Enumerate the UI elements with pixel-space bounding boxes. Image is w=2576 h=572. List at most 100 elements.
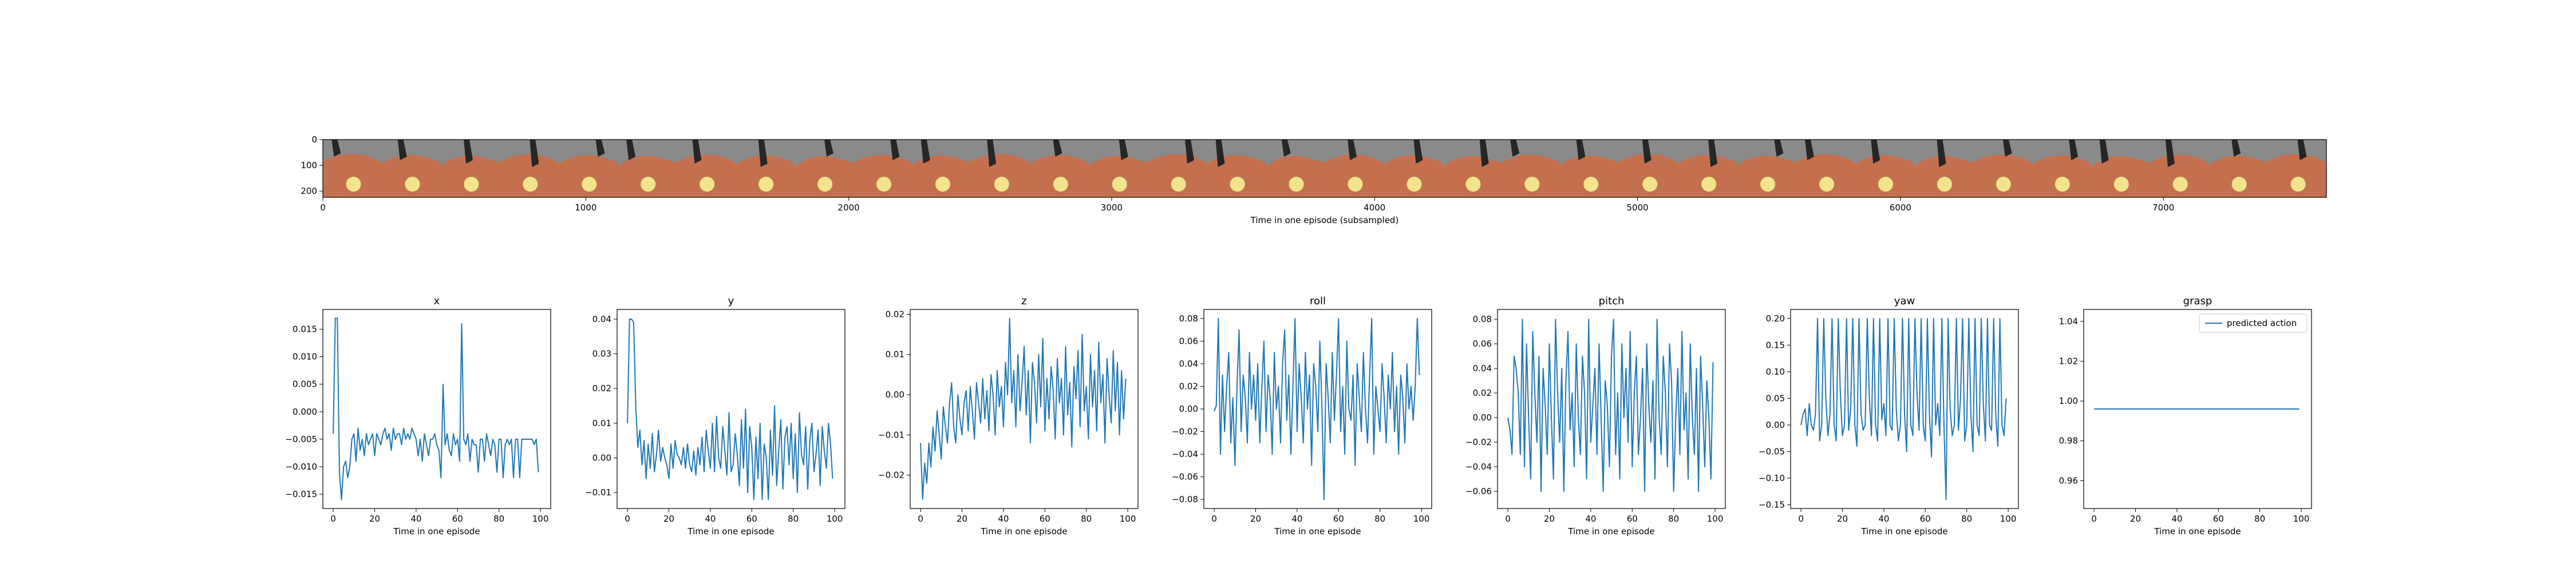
x-tick-label: 0 [2091, 514, 2097, 524]
filmstrip-panel: 0 1000 2000 3000 4000 5000 6000 7000 0 100 200 Time… [301, 134, 2327, 225]
x-tick-label: 5000 [1626, 202, 1648, 213]
x-tick-label: 60 [746, 514, 757, 524]
ball [1819, 177, 1835, 192]
series-line [1507, 319, 1714, 492]
frame [1383, 140, 1443, 197]
y-tick-label: −0.04 [1465, 462, 1492, 472]
x-tick-label: 100 [2000, 514, 2017, 524]
y-tick-label: −0.02 [878, 470, 904, 480]
x-axis-label: Time in one episode [2154, 526, 2241, 537]
subplot-title: roll [1310, 295, 1326, 307]
ball [582, 177, 597, 192]
ball [1996, 177, 2011, 192]
x-tick-label: 0 [320, 202, 326, 213]
ball [1583, 177, 1599, 192]
subplot-title: x [434, 295, 440, 307]
table-surface [676, 154, 736, 197]
y-tick-label: 0.05 [1766, 393, 1785, 403]
ball [876, 177, 891, 192]
frame [2267, 140, 2326, 197]
y-tick-label: 0.00 [886, 390, 904, 400]
ball [1937, 177, 1952, 192]
y-tick-label: 0.04 [1179, 359, 1198, 369]
frame [2091, 140, 2150, 197]
x-tick-label: 100 [532, 514, 549, 524]
y-tick-label: 0.06 [1473, 339, 1492, 349]
x-tick-label: 0 [330, 514, 336, 524]
gripper [1804, 140, 1814, 160]
gripper [1642, 140, 1652, 164]
gripper [331, 140, 341, 157]
x-tick-label: 40 [2171, 514, 2182, 524]
axes-frame [322, 309, 551, 509]
table-surface [1796, 154, 1855, 197]
x-tick-label: 60 [1627, 514, 1638, 524]
x-tick-label: 80 [1668, 514, 1679, 524]
y-tick-label: 100 [301, 160, 317, 170]
x-tick-label: 60 [2213, 514, 2224, 524]
table-surface [1207, 155, 1266, 197]
table-surface [794, 156, 854, 197]
y-tick-label: −0.01 [878, 430, 904, 440]
frame [1855, 140, 1914, 197]
x-tick-label: 4000 [1364, 202, 1385, 213]
series-line [627, 318, 833, 500]
x-tick-label: 100 [2293, 514, 2310, 524]
y-tick-label: 0.06 [1179, 336, 1198, 346]
x-tick-label: 20 [663, 514, 674, 524]
frame [1678, 140, 1738, 197]
gripper [1348, 140, 1357, 160]
ball [2055, 177, 2070, 192]
x-tick-label: 80 [1081, 514, 1092, 524]
x-tick-label: 60 [452, 514, 463, 524]
y-tick-label: 0 [311, 134, 317, 145]
subplot-title: y [728, 295, 734, 307]
x-tick-label: 40 [410, 514, 421, 524]
frame [1973, 140, 2032, 197]
table-surface [440, 156, 500, 197]
x-axis-label: Time in one episode [980, 526, 1067, 537]
table-surface [1678, 154, 1738, 197]
series-line [1214, 317, 1420, 500]
y-tick-label: 1.04 [2059, 316, 2078, 327]
subplot-roll: 0 20 40 60 80 100 −0.08 −0.06 −0.04 −0.02 0.00 0.02… [1172, 295, 1432, 537]
y-tick-label: 0.00 [1179, 404, 1198, 414]
table-surface [1442, 156, 1502, 197]
gripper [1479, 140, 1489, 167]
x-tick-label: 0 [918, 514, 923, 524]
table-surface [2208, 155, 2268, 197]
x-tick-label: 80 [1961, 514, 1972, 524]
axes-frame [1790, 309, 2019, 509]
table-surface [381, 154, 441, 197]
x-tick-label: 20 [1837, 514, 1848, 524]
frame [1914, 140, 1973, 197]
table-surface [1148, 154, 1207, 197]
frame [499, 140, 559, 197]
y-tick-label: 0.00 [592, 452, 611, 463]
gripper [2165, 140, 2175, 167]
axes-frame [910, 309, 1139, 509]
x-tick-label: 40 [998, 514, 1009, 524]
gripper [1413, 140, 1423, 164]
frame [912, 140, 971, 197]
axes-frame [1497, 309, 1726, 509]
x-tick-label: 1000 [575, 202, 596, 213]
ball [935, 177, 950, 192]
ball [464, 177, 479, 192]
frame [1266, 140, 1325, 197]
y-tick-label: 0.04 [1473, 363, 1492, 374]
ball [1230, 177, 1245, 192]
y-tick-label: 0.005 [293, 379, 317, 390]
ball [994, 177, 1009, 192]
table-surface [2267, 154, 2326, 197]
x-tick-label: 3000 [1101, 202, 1123, 213]
gripper [2231, 140, 2241, 157]
axes-frame [617, 309, 846, 509]
frame [1325, 140, 1384, 197]
gripper [595, 140, 605, 157]
x-axis-label: Time in one episode [687, 526, 774, 537]
subplot-yaw: 0 20 40 60 80 100 −0.15 −0.10 −0.05 0.00 0.05 0.10 0… [1759, 295, 2019, 537]
gripper [1281, 140, 1291, 157]
table-surface [1973, 154, 2032, 197]
